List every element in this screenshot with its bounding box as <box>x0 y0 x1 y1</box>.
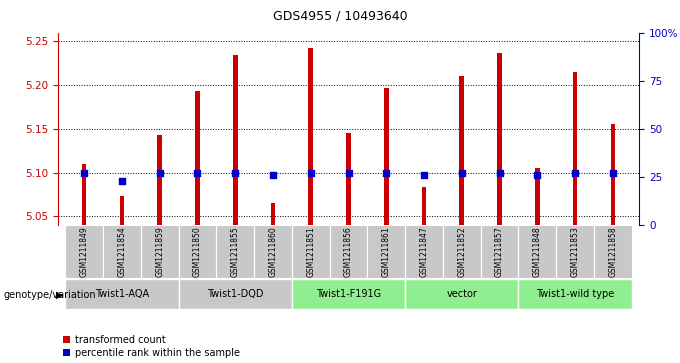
Point <box>381 170 392 176</box>
Point <box>494 170 505 176</box>
Bar <box>65 280 179 309</box>
Bar <box>367 225 405 278</box>
Text: GSM1211861: GSM1211861 <box>381 226 391 277</box>
Bar <box>120 196 124 225</box>
Bar <box>141 225 179 278</box>
Bar <box>103 225 141 278</box>
Text: GSM1211853: GSM1211853 <box>571 226 579 277</box>
Text: GSM1211851: GSM1211851 <box>306 226 316 277</box>
Point <box>343 170 354 176</box>
Point <box>230 170 241 176</box>
Point <box>192 170 203 176</box>
Point <box>116 178 127 184</box>
Text: GSM1211860: GSM1211860 <box>269 226 277 277</box>
Point <box>419 172 430 178</box>
Text: vector: vector <box>446 289 477 299</box>
Bar <box>611 125 615 225</box>
Bar <box>422 187 426 225</box>
Bar <box>271 203 275 225</box>
Text: GSM1211858: GSM1211858 <box>609 226 617 277</box>
Point <box>79 170 90 176</box>
Point <box>607 170 618 176</box>
Text: GSM1211859: GSM1211859 <box>155 226 165 277</box>
Text: Twist1-DQD: Twist1-DQD <box>207 289 263 299</box>
Bar <box>309 48 313 225</box>
Bar <box>292 225 330 278</box>
Text: GDS4955 / 10493640: GDS4955 / 10493640 <box>273 9 407 22</box>
Text: GSM1211855: GSM1211855 <box>231 226 240 277</box>
Bar <box>179 280 292 309</box>
Bar <box>216 225 254 278</box>
Bar <box>346 133 351 225</box>
Bar <box>594 225 632 278</box>
Bar <box>65 225 103 278</box>
Text: Twist1-F191G: Twist1-F191G <box>316 289 381 299</box>
Text: GSM1211847: GSM1211847 <box>420 226 428 277</box>
Bar <box>405 225 443 278</box>
Text: ▶: ▶ <box>56 290 63 300</box>
Point <box>570 170 581 176</box>
Bar <box>233 54 237 225</box>
Text: GSM1211857: GSM1211857 <box>495 226 504 277</box>
Bar <box>443 225 481 278</box>
Bar <box>518 280 632 309</box>
Point <box>154 170 165 176</box>
Bar <box>556 225 594 278</box>
Point <box>456 170 467 176</box>
Legend: transformed count, percentile rank within the sample: transformed count, percentile rank withi… <box>63 335 240 358</box>
Bar <box>460 76 464 225</box>
Bar <box>384 88 388 225</box>
Bar <box>179 225 216 278</box>
Bar <box>535 168 539 225</box>
Bar <box>405 280 518 309</box>
Text: Twist1-wild type: Twist1-wild type <box>536 289 614 299</box>
Bar <box>518 225 556 278</box>
Bar <box>254 225 292 278</box>
Point <box>267 172 278 178</box>
Bar <box>158 135 162 225</box>
Text: Twist1-AQA: Twist1-AQA <box>95 289 149 299</box>
Text: GSM1211856: GSM1211856 <box>344 226 353 277</box>
Text: GSM1211848: GSM1211848 <box>532 226 542 277</box>
Bar <box>497 53 502 225</box>
Bar <box>481 225 518 278</box>
Text: GSM1211849: GSM1211849 <box>80 226 88 277</box>
Text: GSM1211850: GSM1211850 <box>193 226 202 277</box>
Bar <box>330 225 367 278</box>
Point <box>532 172 543 178</box>
Text: GSM1211852: GSM1211852 <box>457 226 466 277</box>
Bar <box>292 280 405 309</box>
Text: GSM1211854: GSM1211854 <box>118 226 126 277</box>
Text: genotype/variation: genotype/variation <box>3 290 96 300</box>
Bar <box>195 91 200 225</box>
Point <box>305 170 316 176</box>
Bar <box>82 164 86 225</box>
Bar <box>573 72 577 225</box>
